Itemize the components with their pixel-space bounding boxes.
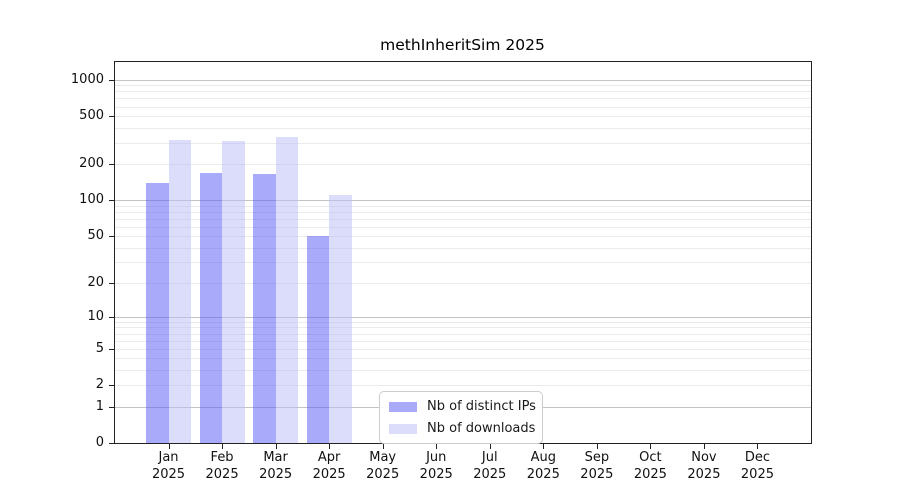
chart-title: methInheritSim 2025 xyxy=(380,36,545,54)
y-tick-label: 10 xyxy=(87,308,104,324)
bar-distinct-ips-jan xyxy=(146,182,169,443)
bar-downloads-feb xyxy=(222,141,245,443)
x-tick-mark xyxy=(757,444,759,449)
x-tick-mark xyxy=(543,444,545,449)
x-tick-mark xyxy=(275,444,277,449)
y-tick-mark xyxy=(109,164,114,166)
y-tick-mark xyxy=(109,385,114,387)
y-tick-label: 50 xyxy=(87,228,104,244)
y-gridline-minor xyxy=(115,205,811,207)
y-gridline-minor xyxy=(115,91,811,93)
y-gridline-minor xyxy=(115,385,811,387)
bar-downloads-apr xyxy=(329,195,352,443)
x-tick-mark xyxy=(329,444,331,449)
y-gridline-minor xyxy=(115,340,811,342)
y-gridline-major xyxy=(115,316,811,318)
legend-label-downloads: Nb of downloads xyxy=(427,421,536,436)
y-gridline-minor xyxy=(115,348,811,350)
y-tick-mark xyxy=(109,282,114,284)
y-tick-mark xyxy=(109,79,114,81)
x-tick-label-nov: Nov 2025 xyxy=(687,450,721,482)
x-tick-label-dec: Dec 2025 xyxy=(740,450,774,482)
y-tick-label: 0 xyxy=(95,435,104,450)
x-tick-mark xyxy=(222,444,224,449)
bar-downloads-jan xyxy=(168,139,192,443)
y-gridline-minor xyxy=(115,142,811,144)
x-tick-mark xyxy=(596,444,598,449)
legend-item-distinct-ips: Nb of distinct IPs xyxy=(389,399,536,414)
plot-area xyxy=(114,61,812,444)
bar-distinct-ips-apr xyxy=(306,236,330,443)
y-gridline-minor xyxy=(115,127,811,129)
y-tick-label: 100 xyxy=(79,192,104,208)
x-tick-label-aug: Aug 2025 xyxy=(526,450,560,482)
y-tick-label: 200 xyxy=(79,156,104,172)
y-tick-mark xyxy=(109,348,114,350)
y-tick-label: 1000 xyxy=(70,71,104,87)
x-tick-label-apr: Apr 2025 xyxy=(312,450,346,482)
y-gridline-minor xyxy=(115,236,811,238)
x-tick-mark xyxy=(436,444,438,449)
x-tick-label-jan: Jan 2025 xyxy=(151,450,186,482)
y-gridline-minor xyxy=(115,218,811,220)
x-tick-mark xyxy=(703,444,705,449)
x-tick-mark xyxy=(650,444,652,449)
legend: Nb of distinct IPs Nb of downloads xyxy=(379,391,543,444)
y-gridline-minor xyxy=(115,106,811,108)
y-tick-label: 20 xyxy=(87,274,104,290)
y-tick-mark xyxy=(109,406,114,408)
y-tick-label: 1 xyxy=(95,398,104,414)
y-gridline-minor xyxy=(115,247,811,249)
y-gridline-minor xyxy=(115,116,811,118)
y-tick-label: 2 xyxy=(95,377,104,393)
x-tick-mark xyxy=(489,444,491,449)
x-tick-label-feb: Feb 2025 xyxy=(205,450,239,482)
y-gridline-major xyxy=(115,79,811,81)
x-tick-mark xyxy=(168,444,170,449)
bar-distinct-ips-feb xyxy=(199,172,223,443)
x-tick-label-jul: Jul 2025 xyxy=(473,450,507,482)
x-tick-mark xyxy=(382,444,384,449)
y-gridline-minor xyxy=(115,226,811,228)
x-tick-label-oct: Oct 2025 xyxy=(633,450,667,482)
y-gridline-minor xyxy=(115,98,811,100)
y-gridline-major xyxy=(115,200,811,202)
bar-downloads-mar xyxy=(275,137,299,443)
y-gridline-minor xyxy=(115,327,811,329)
y-tick-mark xyxy=(109,316,114,318)
y-gridline-minor xyxy=(115,370,811,372)
y-tick-label: 500 xyxy=(79,108,104,124)
x-tick-label-jun: Jun 2025 xyxy=(419,450,453,482)
x-tick-label-sep: Sep 2025 xyxy=(580,450,614,482)
y-tick-mark xyxy=(109,116,114,118)
y-gridline-minor xyxy=(115,85,811,87)
legend-item-downloads: Nb of downloads xyxy=(389,421,536,436)
legend-label-distinct-ips: Nb of distinct IPs xyxy=(427,399,536,414)
legend-swatch-downloads xyxy=(389,423,417,434)
y-gridline-minor xyxy=(115,321,811,323)
y-tick-mark xyxy=(109,443,114,444)
y-tick-mark xyxy=(109,200,114,202)
y-gridline-minor xyxy=(115,262,811,264)
y-gridline-minor xyxy=(115,333,811,335)
bar-distinct-ips-mar xyxy=(253,174,276,443)
y-gridline-minor xyxy=(115,358,811,360)
legend-swatch-distinct-ips xyxy=(389,401,417,412)
x-tick-label-mar: Mar 2025 xyxy=(259,450,293,482)
y-tick-label: 5 xyxy=(95,340,104,356)
y-tick-mark xyxy=(109,236,114,238)
y-gridline-minor xyxy=(115,164,811,166)
y-gridline-minor xyxy=(115,211,811,213)
x-tick-label-may: May 2025 xyxy=(366,450,400,482)
y-gridline-minor xyxy=(115,282,811,284)
